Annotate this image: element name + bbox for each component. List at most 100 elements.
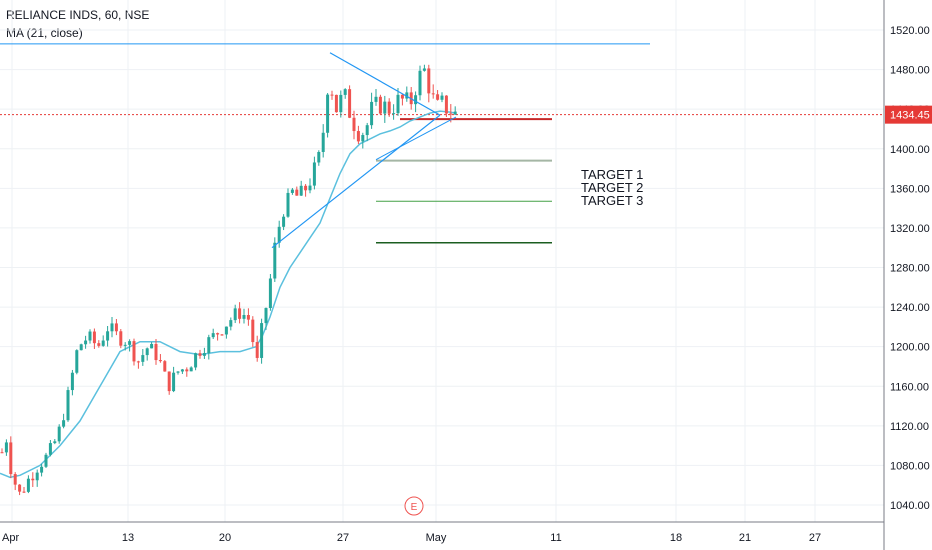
y-tick-label: 1160.00 [890, 381, 929, 393]
candle-body [286, 192, 290, 217]
y-tick-label: 1240.00 [890, 302, 930, 314]
candle-body [202, 353, 206, 356]
candle-body [97, 343, 101, 346]
earnings-icon [404, 496, 424, 516]
candle-body [339, 94, 343, 113]
candle-body [31, 478, 35, 481]
candle-body [444, 95, 448, 114]
candle-body [229, 320, 233, 327]
candle-body [110, 323, 114, 332]
candle-body [40, 466, 44, 473]
candle-body [101, 340, 105, 346]
candle-body [238, 308, 242, 319]
candle-body [418, 70, 422, 96]
candle-body [9, 442, 13, 475]
candle-body [13, 474, 17, 485]
ma-line [0, 110, 457, 479]
candle-body [35, 472, 39, 481]
candle-body [330, 94, 334, 96]
candle-body [189, 367, 193, 372]
candle-body [264, 308, 268, 324]
candle-body [268, 278, 272, 309]
candle-body [326, 94, 330, 133]
candle-body [422, 68, 426, 71]
x-tick-label: Apr [2, 532, 19, 544]
candle-body [141, 355, 145, 362]
candle-body [436, 94, 440, 100]
x-tick-label: May [426, 532, 447, 544]
candle-body [246, 315, 250, 320]
candle-body [57, 426, 61, 442]
candle-body [282, 216, 286, 227]
candle-body [277, 226, 281, 243]
candle-body [242, 315, 246, 319]
last-price-badge [885, 105, 932, 124]
candle-body [18, 484, 22, 492]
candle-body [400, 94, 404, 99]
earnings-marker-label: E [411, 502, 418, 513]
y-tick-label: 1040.00 [890, 500, 930, 512]
candle-body [70, 372, 74, 391]
candle-body [48, 443, 52, 455]
x-tick-label: 21 [739, 532, 751, 544]
candle-body [361, 135, 365, 142]
y-tick-label: 1080.00 [890, 460, 930, 472]
candle-body [150, 343, 154, 349]
last-price-label: 1434.45 [890, 110, 930, 122]
candle-body [106, 331, 110, 341]
x-tick-label: 27 [809, 532, 821, 544]
candle-body [198, 353, 202, 356]
candle-body [163, 361, 167, 372]
candle-body [26, 478, 30, 492]
y-tick-label: 1320.00 [890, 223, 930, 235]
candle-body [185, 369, 189, 372]
symbol-title: RELIANCE INDS, 60, NSE [6, 8, 150, 22]
candle-body [88, 331, 92, 341]
candle-body [158, 360, 162, 362]
candle-body [84, 340, 88, 345]
candle-body [62, 420, 66, 427]
candle-body [154, 343, 158, 361]
candle-body [405, 92, 409, 99]
y-tick-label: 1360.00 [890, 183, 930, 195]
candle-body [136, 361, 140, 363]
candle-body [352, 117, 356, 132]
candle-body [211, 333, 215, 338]
candle-body [304, 185, 308, 191]
candle-body [132, 341, 136, 362]
earnings-marker[interactable]: E [404, 496, 424, 516]
grid [0, 0, 884, 522]
candle-body [0, 452, 4, 454]
candle-body [383, 101, 387, 114]
candle-body [128, 341, 132, 345]
candle-body [290, 189, 294, 193]
candle-body [308, 185, 312, 191]
triangle-pattern[interactable] [271, 52, 457, 249]
horizontal-levels[interactable] [0, 43, 884, 244]
candle-body [75, 350, 79, 373]
breakout-trendline [375, 116, 457, 161]
candle-body [321, 132, 325, 152]
candle-body [273, 242, 277, 279]
candle-body [79, 344, 83, 351]
x-tick-label: 27 [337, 532, 349, 544]
candles [0, 64, 457, 496]
candle-body [216, 333, 220, 335]
y-tick-label: 1400.00 [890, 144, 930, 156]
candle-body [44, 454, 48, 467]
candle-body [4, 442, 8, 453]
candle-body [66, 390, 70, 421]
candle-body [378, 96, 382, 114]
candle-body [207, 337, 211, 354]
candle-body [312, 162, 316, 186]
candle-body [334, 94, 338, 113]
candle-body [22, 491, 26, 493]
candle-body [440, 95, 444, 100]
candle-body [396, 94, 400, 114]
candle-body [431, 93, 435, 95]
candle-body [114, 323, 118, 332]
x-tick-label: 11 [550, 532, 561, 544]
candle-body [370, 101, 374, 126]
